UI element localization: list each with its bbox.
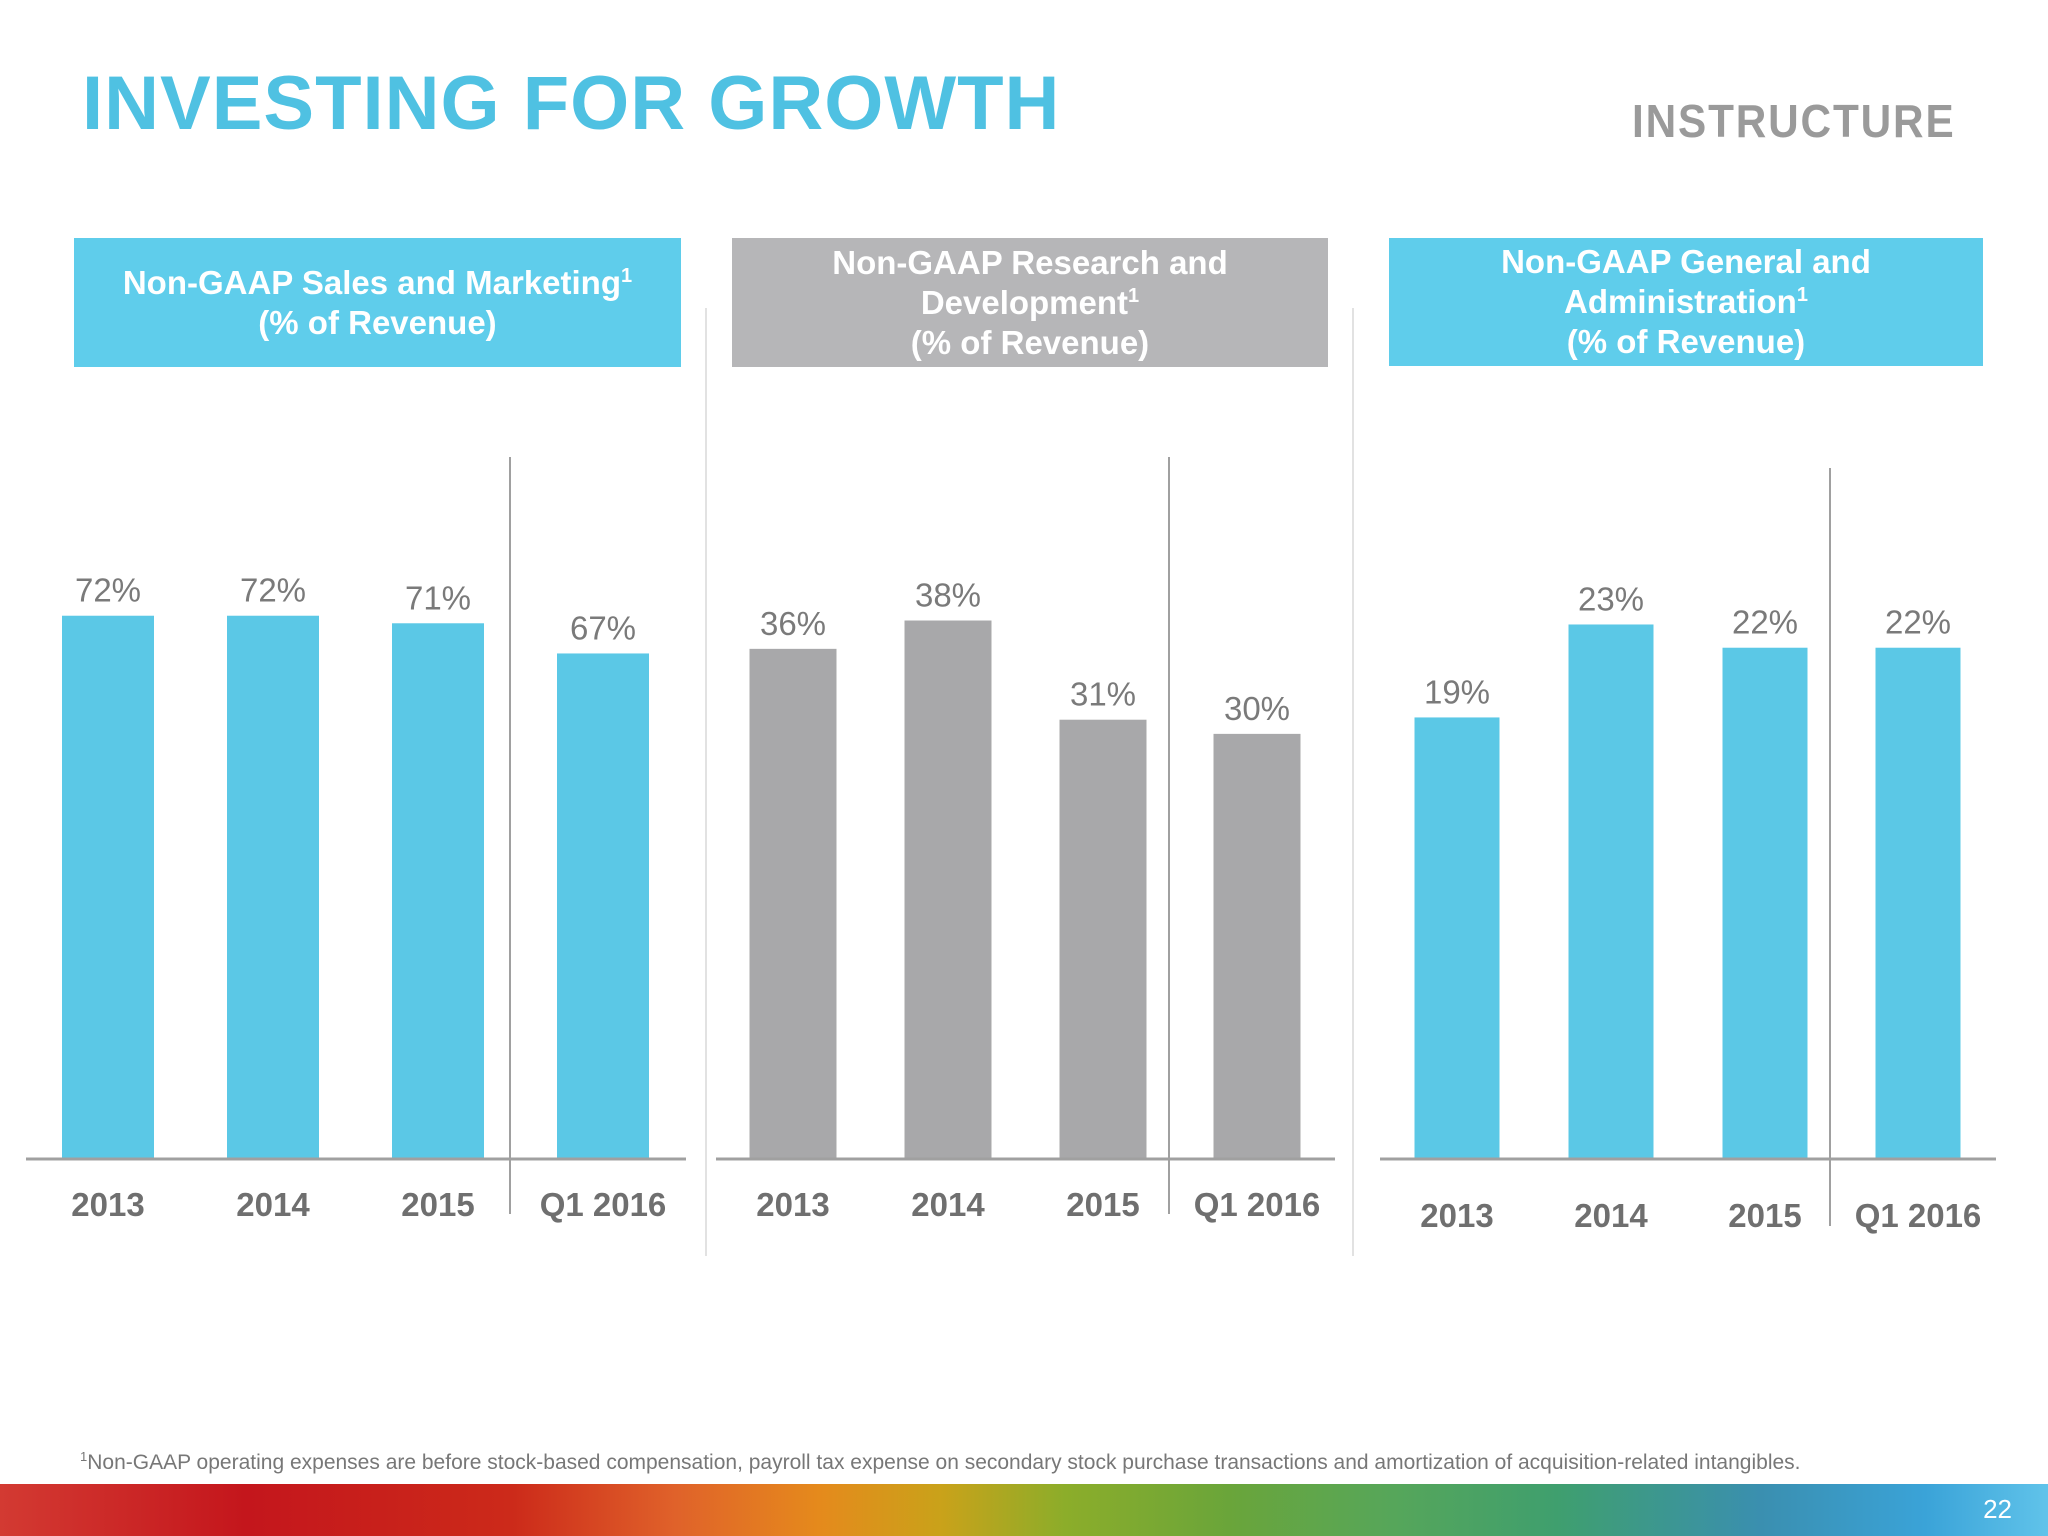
bar (1213, 733, 1301, 1159)
tick-label: 2015 (1066, 1186, 1139, 1223)
header-line: (% of Revenue) (910, 323, 1150, 361)
footnote-marker: 1 (80, 1449, 88, 1464)
panel-separator (1352, 308, 1354, 1256)
data-label: 22% (1732, 604, 1798, 641)
tick-label: 2013 (71, 1186, 144, 1223)
bar (227, 615, 319, 1159)
decorative-color-band (0, 1484, 2048, 1536)
data-label: 23% (1578, 580, 1644, 617)
data-label: 30% (1224, 690, 1290, 727)
data-label: 22% (1885, 604, 1951, 641)
bar (1568, 624, 1654, 1159)
instructure-logo: INSTRUCTURE (1632, 95, 1956, 147)
tick-label: Q1 2016 (540, 1186, 667, 1223)
bar-charts: 72% 2013 72% 2014 71% 2015 67% Q1 2016 36% 2013 38… (26, 457, 1996, 1234)
bar (1722, 647, 1808, 1159)
header-superscript: 1 (1128, 284, 1140, 307)
tick-label: 2015 (1728, 1197, 1801, 1234)
bar (557, 653, 649, 1159)
panel-header-general-administration: Non-GAAP General and Administration1 (% … (1389, 238, 1983, 366)
bar (904, 620, 992, 1159)
data-label: 72% (240, 572, 306, 609)
tick-label: 2013 (756, 1186, 829, 1223)
header-superscript: 1 (1796, 284, 1808, 306)
panel-header-research-development: Non-GAAP Research and Development1 (% of… (732, 238, 1328, 367)
panel-header-sales-marketing: Non-GAAP Sales and Marketing1 (% of Reve… (74, 238, 681, 367)
data-label: 71% (405, 579, 471, 616)
header-superscript: 1 (621, 264, 633, 287)
header-line: Non-GAAP Sales and Marketing (122, 263, 622, 301)
data-label: 36% (760, 605, 826, 642)
data-label: 19% (1424, 673, 1490, 710)
tick-label: 2014 (1574, 1197, 1648, 1234)
data-label: 67% (570, 609, 636, 646)
header-line: Non-GAAP Research and (832, 243, 1228, 281)
tick-label: 2014 (911, 1186, 985, 1223)
tick-label: 2014 (236, 1186, 310, 1223)
data-label: 72% (75, 572, 141, 609)
tick-label: 2015 (401, 1186, 474, 1223)
data-label: 38% (915, 577, 981, 614)
header-line: Non-GAAP General and (1501, 243, 1871, 280)
bar (1059, 719, 1147, 1159)
page-number: 22 (1983, 1494, 2012, 1524)
bar (62, 615, 154, 1159)
footnote-text: Non-GAAP operating expenses are before s… (87, 1451, 1801, 1474)
tick-label: Q1 2016 (1855, 1197, 1982, 1234)
slide-title: INVESTING FOR GROWTH (82, 61, 1061, 146)
header-line: (% of Revenue) (258, 303, 497, 341)
footnote: 1Non-GAAP operating expenses are before … (80, 1449, 1801, 1475)
tick-label: Q1 2016 (1194, 1186, 1321, 1223)
panel-separator (705, 308, 707, 1256)
data-label: 31% (1070, 676, 1136, 713)
header-line: Development (920, 283, 1129, 321)
bar (1414, 717, 1500, 1159)
bar (392, 623, 484, 1159)
tick-label: 2013 (1420, 1197, 1493, 1234)
header-line: (% of Revenue) (1566, 323, 1806, 360)
bar (749, 648, 837, 1159)
header-line: Administration (1564, 283, 1797, 320)
bar (1875, 647, 1961, 1159)
